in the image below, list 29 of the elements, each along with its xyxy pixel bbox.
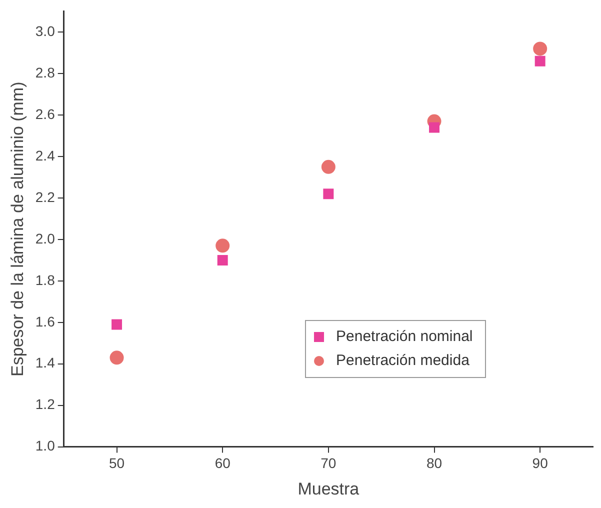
y-tick-label: 2.8 (35, 64, 56, 80)
x-tick-label: 90 (532, 455, 548, 472)
point (217, 254, 228, 266)
y-tick-label: 1.4 (35, 354, 56, 371)
legend-label: Penetración medida (336, 351, 470, 371)
y-tick-label: 1.8 (35, 272, 56, 288)
point (110, 350, 124, 365)
y-tick-label: 1.6 (35, 313, 56, 330)
point (429, 122, 440, 133)
y-tick-label: 1.0 (35, 438, 56, 454)
x-axis-title: Muestra (298, 479, 360, 498)
point (216, 238, 230, 253)
point (321, 160, 336, 174)
y-tick-label: 2.2 (35, 188, 56, 205)
point (323, 188, 334, 200)
y-tick-label: 1.2 (35, 396, 56, 412)
x-tick-label: 70 (320, 455, 336, 472)
x-tick-label: 50 (108, 455, 125, 472)
y-axis-title: Espesor de la lámina de aluminio (mm) (8, 82, 27, 376)
point (533, 42, 548, 56)
y-tick-label: 2.4 (35, 147, 56, 164)
y-tick-label: 3.0 (35, 22, 56, 39)
x-tick-label: 80 (426, 455, 442, 472)
point (534, 56, 546, 66)
legend-label: Penetración nominal (336, 327, 473, 347)
y-tick-label: 2.0 (35, 230, 56, 246)
x-tick-label: 60 (214, 455, 231, 472)
point (112, 319, 122, 330)
y-tick-label: 2.6 (35, 106, 56, 122)
